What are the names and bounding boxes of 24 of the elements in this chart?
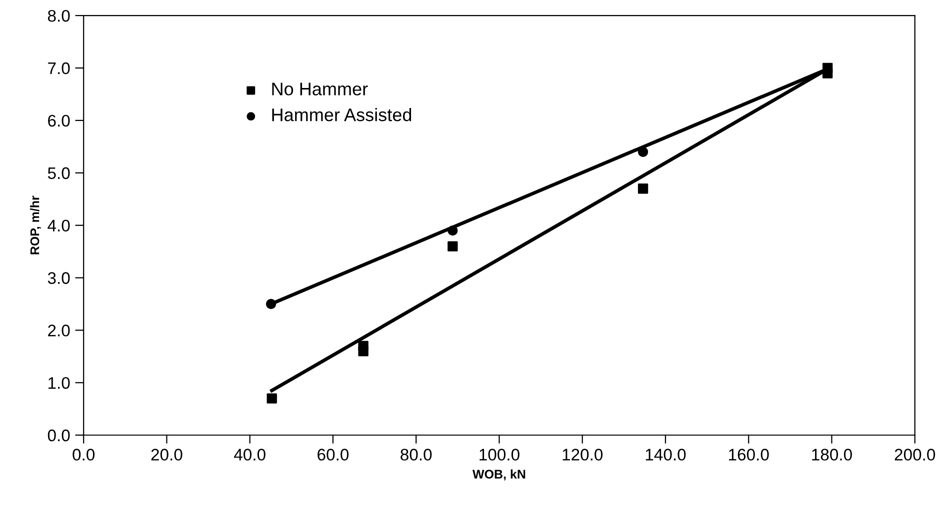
y-tick-label: 6.0 (48, 114, 70, 127)
y-tick-label: 3.0 (48, 272, 70, 284)
y-tick-label: 0.0 (48, 430, 70, 442)
x-tick-label: 80.0 (400, 448, 432, 461)
y-tick-label: 5.0 (48, 167, 70, 180)
x-tick-label: 40.0 (234, 448, 266, 461)
legend-label: No Hammer (272, 82, 368, 96)
y-tick-label: 2.0 (48, 324, 70, 336)
y-tick-label: 4.0 (48, 220, 70, 232)
x-tick-label: 200.0 (894, 448, 936, 461)
x-tick-label: 60.0 (318, 448, 349, 461)
x-tick-label: 180.0 (812, 448, 852, 461)
x-tick-label: 140.0 (646, 448, 686, 461)
x-tick-label: 100.0 (480, 448, 520, 461)
x-tick-label: 0.0 (72, 448, 95, 461)
x-tick-label: 20.0 (151, 448, 182, 461)
x-tick-label: 120.0 (562, 448, 603, 461)
y-axis-title: ROP, m/hr (30, 196, 42, 254)
y-tick-label: 8.0 (48, 10, 70, 22)
legend-label: Hammer Assisted (272, 108, 412, 122)
x-tick-label: 160.0 (729, 448, 769, 461)
y-tick-label: 1.0 (48, 377, 70, 389)
y-tick-label: 7.0 (48, 62, 70, 74)
x-axis-title: WOB, kN (472, 469, 526, 480)
